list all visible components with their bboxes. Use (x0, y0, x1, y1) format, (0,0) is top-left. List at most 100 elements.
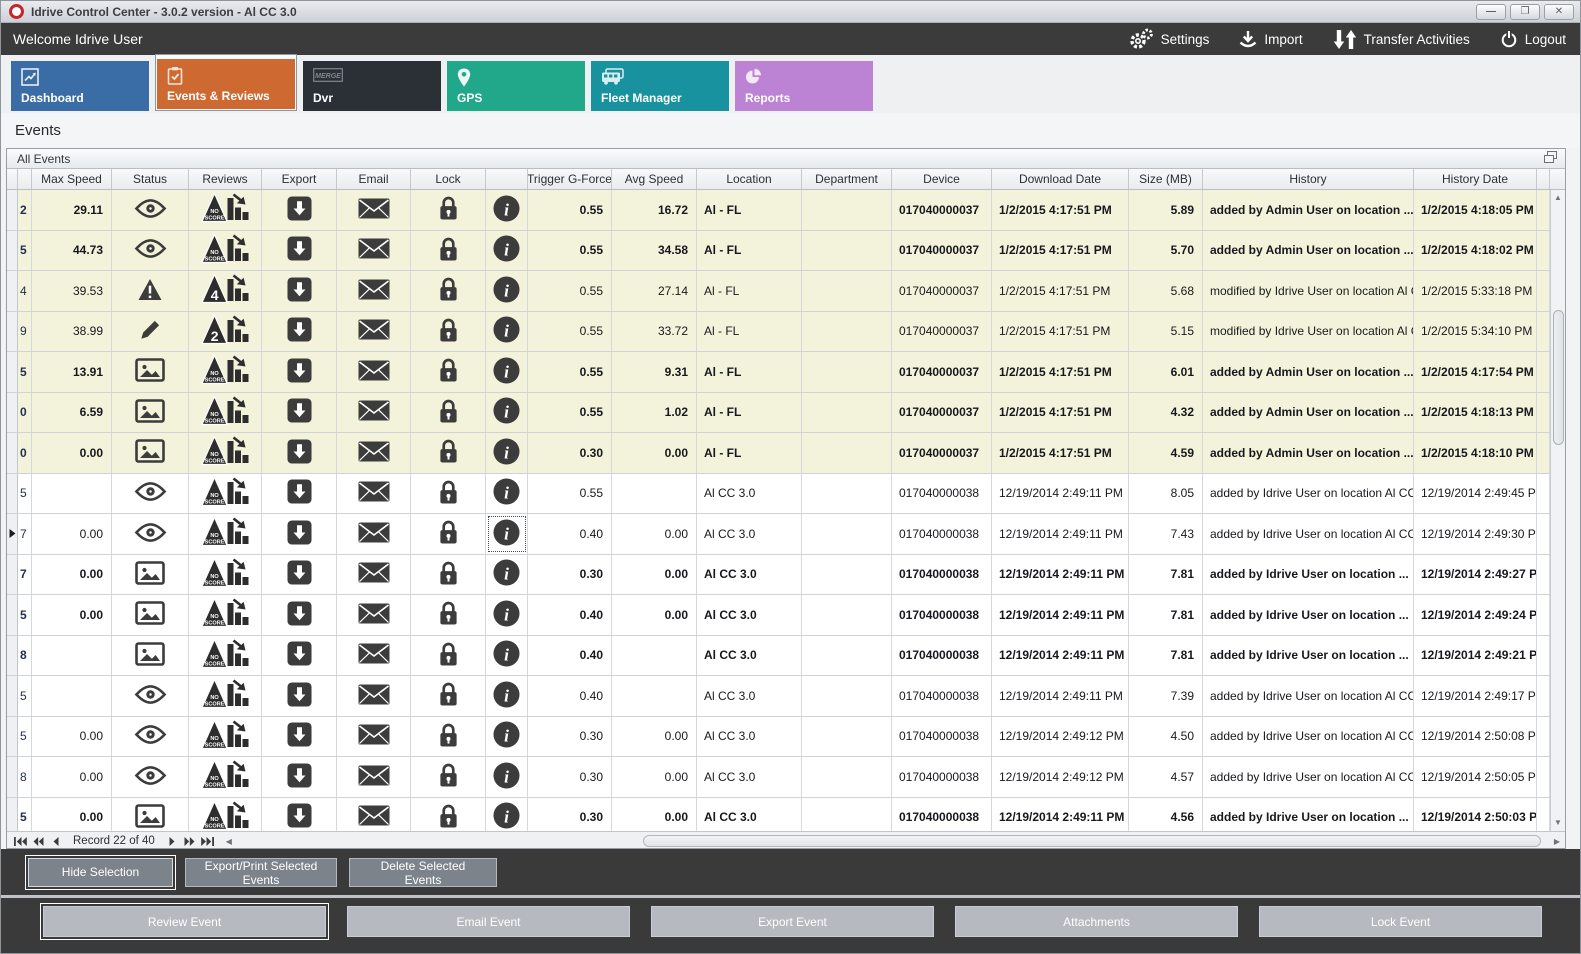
export-cell[interactable] (262, 797, 337, 831)
export-icon[interactable] (286, 722, 312, 750)
gforce-cell[interactable]: 0.55 (528, 392, 612, 432)
review-cell[interactable]: NO SCORE (189, 190, 262, 230)
status-cell[interactable] (112, 311, 189, 351)
size_mb-cell[interactable]: 7.81 (1129, 595, 1203, 635)
email-icon[interactable] (358, 684, 390, 708)
table-row[interactable]: 5 44.73 NO SCORE i 0.55 34.58 Al - FL 017040000… (7, 230, 1565, 271)
menu-item-import[interactable]: Import (1239, 30, 1303, 49)
lock-icon[interactable] (438, 803, 459, 831)
info-icon[interactable]: i (493, 559, 520, 589)
lock-icon[interactable] (438, 479, 459, 508)
location-cell[interactable]: Al - FL (697, 190, 802, 230)
avg_speed-cell[interactable]: 0.00 (612, 554, 697, 594)
email-icon[interactable] (358, 238, 390, 262)
gforce-cell[interactable]: 0.55 (528, 230, 612, 270)
gforce-cell[interactable]: 0.40 (528, 514, 612, 554)
gforce-cell[interactable]: 0.30 (528, 716, 612, 756)
lock-icon[interactable] (438, 681, 459, 710)
email-icon[interactable] (358, 724, 390, 748)
id_clip-cell[interactable]: 0 (18, 392, 32, 432)
download_date-cell[interactable]: 1/2/2015 4:17:51 PM (992, 392, 1129, 432)
email-icon[interactable] (358, 765, 390, 789)
id_clip-cell[interactable]: 5 (18, 230, 32, 270)
history_date-cell[interactable]: 1/2/2015 4:18:13 PM (1414, 392, 1537, 432)
table-row[interactable]: 5 13.91 NO SCORE i 0.55 9.31 Al - FL 0170400000… (7, 352, 1565, 393)
indicator-cell[interactable] (7, 190, 18, 230)
table-row[interactable]: 0 6.59 NO SCORE i 0.55 1.02 Al - FL 01704000003… (7, 392, 1565, 433)
max_speed-cell[interactable] (32, 676, 112, 716)
device-cell[interactable]: 017040000038 (892, 716, 992, 756)
info-icon[interactable]: i (493, 316, 520, 346)
export-event-button[interactable]: Export Event (651, 906, 934, 937)
info-cell[interactable]: i (486, 716, 528, 756)
department-cell[interactable] (802, 757, 892, 797)
prev-page-icon[interactable] (29, 834, 47, 849)
review-cell[interactable]: NO SCORE (189, 595, 262, 635)
gforce-cell[interactable]: 0.40 (528, 595, 612, 635)
lock-cell[interactable] (411, 514, 486, 554)
download_date-cell[interactable]: 1/2/2015 4:17:51 PM (992, 433, 1129, 473)
export-cell[interactable] (262, 595, 337, 635)
review-cell[interactable]: NO SCORE (189, 392, 262, 432)
export-cell[interactable] (262, 433, 337, 473)
review-cell[interactable]: 2 (189, 311, 262, 351)
id_clip-cell[interactable]: 5 (18, 797, 32, 831)
location-cell[interactable]: Al - FL (697, 311, 802, 351)
history_date-cell[interactable]: 12/19/2014 2:49:24 PM (1414, 595, 1537, 635)
export-icon[interactable] (286, 398, 312, 426)
history-cell[interactable]: added by Idrive User on location Al CC .… (1203, 757, 1414, 797)
info-icon[interactable]: i (493, 276, 520, 306)
size_mb-cell[interactable]: 5.89 (1129, 190, 1203, 230)
email-cell[interactable] (337, 433, 411, 473)
avg_speed-cell[interactable]: 0.00 (612, 433, 697, 473)
download_date-cell[interactable]: 1/2/2015 4:17:51 PM (992, 190, 1129, 230)
id_clip-cell[interactable]: 5 (18, 595, 32, 635)
department-cell[interactable] (802, 352, 892, 392)
location-cell[interactable]: Al CC 3.0 (697, 797, 802, 831)
export-cell[interactable] (262, 230, 337, 270)
table-row[interactable]: 5 NO SCORE i 0.55 Al CC 3.0 017040000038 12/19… (7, 473, 1565, 514)
size_mb-cell[interactable]: 4.56 (1129, 797, 1203, 831)
id_clip-cell[interactable]: 7 (18, 554, 32, 594)
email-icon[interactable] (358, 198, 390, 222)
export-icon[interactable] (286, 479, 312, 507)
tab-reports[interactable]: Reports (735, 61, 873, 111)
table-row[interactable]: 4 39.53 4 i 0.55 27.14 Al - FL 017040000037 1/2… (7, 271, 1565, 312)
lock-icon[interactable] (438, 762, 459, 791)
export-icon[interactable] (286, 641, 312, 669)
device-cell[interactable]: 017040000038 (892, 595, 992, 635)
info-cell[interactable]: i (486, 230, 528, 270)
device-cell[interactable]: 017040000037 (892, 190, 992, 230)
device-cell[interactable]: 017040000038 (892, 514, 992, 554)
id_clip-cell[interactable]: 8 (18, 635, 32, 675)
info-icon[interactable]: i (493, 438, 520, 468)
lock-cell[interactable] (411, 433, 486, 473)
info-cell[interactable]: i (486, 190, 528, 230)
download_date-cell[interactable]: 1/2/2015 4:17:51 PM (992, 230, 1129, 270)
history-cell[interactable]: added by Idrive User on location Al CC .… (1203, 716, 1414, 756)
menu-item-logout[interactable]: Logout (1500, 30, 1566, 48)
export-cell[interactable] (262, 392, 337, 432)
lock-cell[interactable] (411, 311, 486, 351)
lock-icon[interactable] (438, 519, 459, 548)
email-cell[interactable] (337, 311, 411, 351)
email-cell[interactable] (337, 392, 411, 432)
id_clip-cell[interactable]: 0 (18, 433, 32, 473)
size_mb-cell[interactable]: 8.05 (1129, 473, 1203, 513)
indicator-cell[interactable] (7, 635, 18, 675)
indicator-cell[interactable] (7, 230, 18, 270)
email-icon[interactable] (358, 562, 390, 586)
table-row[interactable]: 5 0.00 NO SCORE i 0.30 0.00 Al CC 3.0 017040000… (7, 716, 1565, 757)
email-icon[interactable] (358, 360, 390, 384)
department-cell[interactable] (802, 514, 892, 554)
size_mb-cell[interactable]: 7.43 (1129, 514, 1203, 554)
size_mb-cell[interactable]: 5.15 (1129, 311, 1203, 351)
menu-item-settings[interactable]: Settings (1128, 28, 1209, 50)
email-cell[interactable] (337, 716, 411, 756)
last-record-icon[interactable] (199, 834, 217, 849)
gforce-cell[interactable]: 0.55 (528, 190, 612, 230)
column-header-device[interactable]: Device (892, 169, 992, 189)
indicator-cell[interactable] (7, 311, 18, 351)
download_date-cell[interactable]: 12/19/2014 2:49:12 PM (992, 757, 1129, 797)
tab-dvr[interactable]: MERGE Dvr (303, 61, 441, 111)
